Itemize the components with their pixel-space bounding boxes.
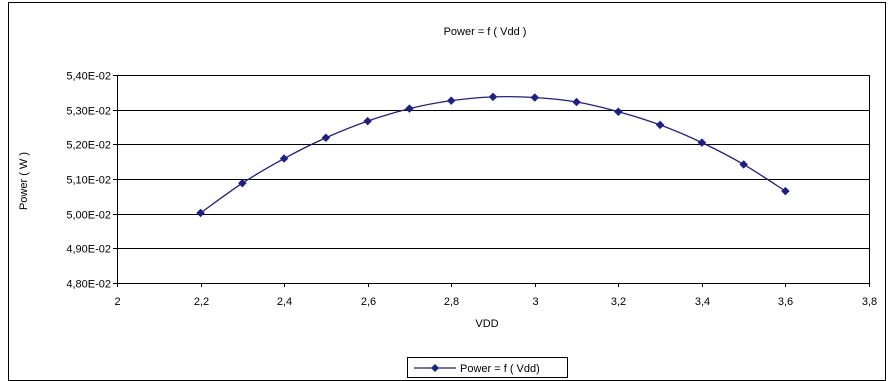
x-tick-label: 2 [114,296,120,308]
x-tick-label: 3 [532,296,538,308]
x-tick-label: 2,2 [194,296,209,308]
x-tick-label: 2,6 [361,296,376,308]
data-point [196,208,205,218]
data-point [739,160,749,169]
data-point [613,107,623,117]
legend-label: Power = f ( Vdd) [460,363,540,375]
y-tick-label: 4,90E-02 [66,244,111,256]
legend: Power = f ( Vdd) [407,357,568,378]
x-tick-label: 3,6 [778,296,793,308]
x-tick-label: 2,4 [277,296,292,308]
chart-frame [8,2,886,381]
data-point [446,96,456,106]
y-tick-label: 5,10E-02 [66,175,111,187]
y-tick-label: 5,30E-02 [66,106,111,118]
data-point [237,178,247,188]
data-point [655,120,665,130]
data-point [321,133,331,143]
data-point [405,104,414,113]
data-point [781,186,790,196]
legend-box [407,357,568,378]
plot-area [117,75,870,284]
y-tick-label: 5,40E-02 [66,71,111,83]
data-point [488,92,498,102]
data-point [572,97,581,107]
x-tick-label: 3,8 [862,296,877,308]
y-tick-label: 5,20E-02 [66,140,111,152]
y-axis-label: Power ( W ) [18,152,30,210]
y-tick-label: 5,00E-02 [66,210,111,222]
data-point [279,154,289,163]
y-tick-label: 4,80E-02 [66,279,111,291]
chart-title: Power = f ( Vdd ) [444,26,527,38]
data-point [363,116,373,126]
data-point [530,93,540,102]
x-tick-label: 2,8 [444,296,459,308]
legend-marker [431,364,439,372]
x-tick-label: 3,4 [695,296,710,308]
x-tick-label: 3,2 [611,296,626,308]
data-point [697,138,707,147]
x-axis-label: VDD [475,318,498,330]
